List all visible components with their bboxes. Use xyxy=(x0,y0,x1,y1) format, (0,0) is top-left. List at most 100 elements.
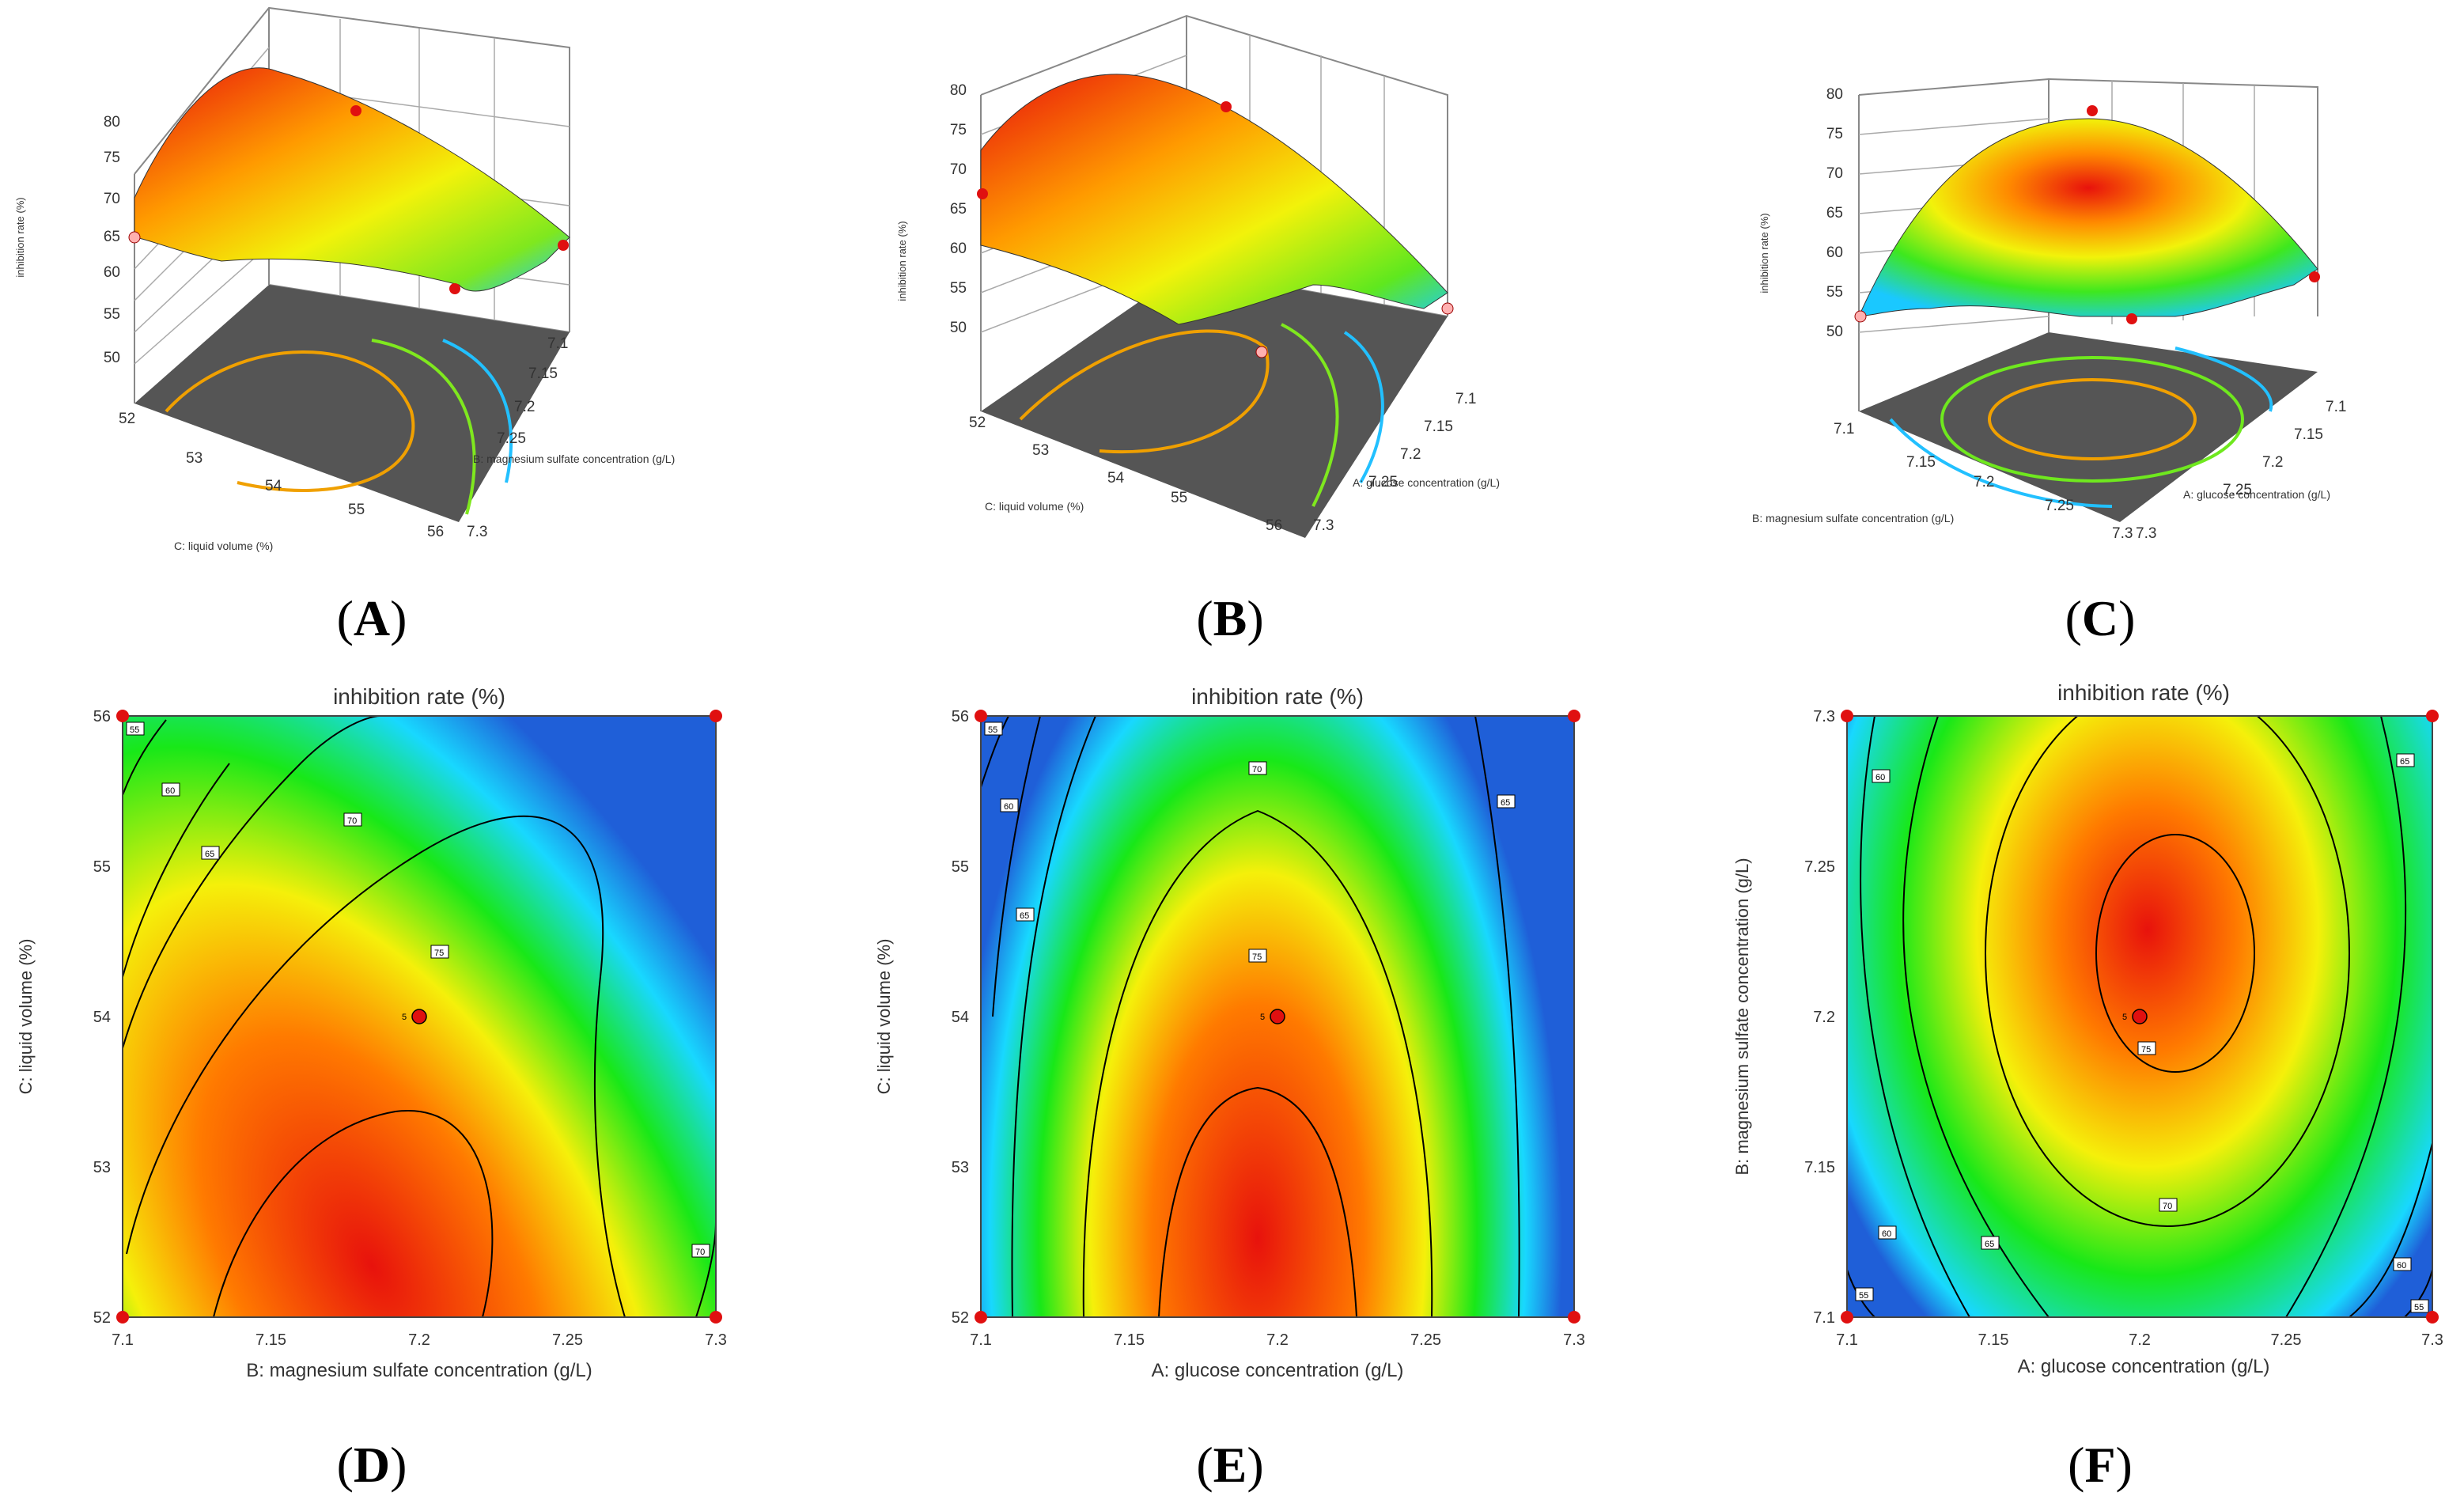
plot-frame xyxy=(1846,715,2433,1318)
y-tick-label: 7.2 xyxy=(1813,1009,1835,1026)
surface-plot-b: 50 55 60 65 70 75 80 inhibition rate (%)… xyxy=(896,14,1500,538)
xt4: 7.3 xyxy=(2136,525,2156,542)
panel-f-open: ( xyxy=(2068,1437,2085,1493)
panel-b-close: ) xyxy=(1247,590,1264,646)
surface-plot-a: 50 55 60 65 70 75 80 inhibition rate (%)… xyxy=(14,6,675,552)
lbl-55r: 55 xyxy=(2414,1303,2424,1312)
x-tick-label: 7.1 xyxy=(1836,1331,1858,1349)
chart-title: inhibition rate (%) xyxy=(2057,680,2230,705)
xt3: 7.25 xyxy=(497,430,526,447)
lbl-70b: 70 xyxy=(695,1248,705,1257)
panel-label-c: (C) xyxy=(2021,589,2179,648)
panel-label-b: (B) xyxy=(1151,589,1309,648)
zt2: 60 xyxy=(104,264,120,281)
xt4: 7.3 xyxy=(1313,517,1334,534)
lbl-box xyxy=(1497,794,1516,809)
x-tick-label: 7.25 xyxy=(552,1331,583,1349)
panel-d-close: ) xyxy=(390,1437,407,1493)
y-tick-label: 53 xyxy=(952,1159,969,1176)
surface-c-point-bottom xyxy=(2126,313,2137,324)
surface-a-zticks: 50 55 60 65 70 75 80 xyxy=(104,114,120,366)
panel-d-letter: D xyxy=(353,1437,391,1493)
lbl-box xyxy=(1016,907,1035,922)
contour-65r xyxy=(2285,716,2407,1317)
contour-70 xyxy=(1082,809,1433,1317)
y-tick-label: 7.1 xyxy=(1813,1309,1835,1327)
zt0: 50 xyxy=(950,320,967,336)
panel-c-letter: C xyxy=(2081,590,2119,646)
panel-label-d: (D) xyxy=(293,1436,451,1494)
y-tick-label: 54 xyxy=(93,1009,111,1026)
lbl-box xyxy=(2137,1041,2156,1055)
panel-b-letter: B xyxy=(1213,590,1247,646)
xt4: 7.3 xyxy=(467,524,487,540)
contour-60 xyxy=(123,763,230,978)
yt0: 52 xyxy=(969,415,986,431)
zt3: 65 xyxy=(104,229,120,245)
center-point-label: 5 xyxy=(1260,1013,1265,1022)
zt1: 55 xyxy=(104,306,120,323)
yt2: 7.2 xyxy=(1974,474,1994,490)
design-point xyxy=(975,710,987,722)
lbl-60b: 60 xyxy=(1882,1229,1891,1239)
lbl-60: 60 xyxy=(1875,773,1885,782)
yt3: 55 xyxy=(348,502,365,518)
x-tick-label: 7.15 xyxy=(1114,1331,1145,1349)
xt1: 7.15 xyxy=(528,365,558,382)
surface-c-ylabel: B: magnesium sulfate concentration (g/L) xyxy=(1752,512,1954,524)
x-tick-label: 7.2 xyxy=(2129,1331,2151,1349)
surface-b-ylabel: C: liquid volume (%) xyxy=(985,500,1084,513)
contour-lines-f xyxy=(1847,716,2432,1317)
yt4: 56 xyxy=(1266,517,1282,534)
lbl-70: 70 xyxy=(1252,765,1262,774)
center-point xyxy=(1270,1009,1285,1024)
design-point xyxy=(1568,1311,1580,1324)
contour-75 xyxy=(213,1109,494,1317)
lbl-65: 65 xyxy=(1020,911,1029,921)
xt3: 7.25 xyxy=(2223,482,2252,498)
surface-b-zlabel: inhibition rate (%) xyxy=(896,221,908,301)
xt2: 7.2 xyxy=(1400,446,1421,463)
chart-title: inhibition rate (%) xyxy=(1191,684,1364,709)
contour-labels-e: 55 60 65 70 75 65 xyxy=(984,721,1516,963)
panel-d-open: ( xyxy=(336,1437,354,1493)
yt4: 56 xyxy=(427,524,444,540)
x-axis-label: B: magnesium sulfate concentration (g/L) xyxy=(246,1360,592,1381)
y-tick-label: 7.25 xyxy=(1804,858,1835,876)
lbl-box xyxy=(343,812,362,827)
markers-f: 5 xyxy=(1841,710,2439,1324)
panel-e-open: ( xyxy=(1196,1437,1213,1493)
center-point xyxy=(411,1009,427,1024)
markers-d: 5 xyxy=(116,710,722,1324)
surface-b-xticks: 7.1 7.15 7.2 7.25 7.3 xyxy=(1313,391,1476,534)
surface-plot-c: 50 55 60 65 70 75 80 inhibition rate (%)… xyxy=(1752,78,2346,542)
yt4: 7.3 xyxy=(2112,525,2133,542)
lbl-box xyxy=(1248,949,1267,963)
surface-b-point-top xyxy=(1221,101,1232,112)
x-tick-label: 7.1 xyxy=(970,1331,992,1349)
x-tick-label: 7.2 xyxy=(408,1331,430,1349)
contour-65 xyxy=(1011,716,1096,1317)
xt0: 7.1 xyxy=(547,335,568,352)
yt0: 7.1 xyxy=(1834,421,1854,437)
yt2: 54 xyxy=(1107,470,1125,487)
panel-label-f: (F) xyxy=(2021,1436,2179,1494)
x-axis-label: A: glucose concentration (g/L) xyxy=(1152,1360,1404,1381)
xt3: 7.25 xyxy=(1368,474,1398,490)
surface-c-mesh xyxy=(1858,118,2318,317)
surface-b-yticks: 52 53 54 55 56 xyxy=(969,415,1282,534)
y-tick-label: 56 xyxy=(952,708,969,725)
lbl-65r: 65 xyxy=(2400,757,2409,767)
surface-a-point-top xyxy=(350,105,361,116)
surface-c-xlabel: A: glucose concentration (g/L) xyxy=(2183,488,2330,501)
contour-75 xyxy=(2095,834,2255,1073)
contour-75 xyxy=(1158,1086,1357,1317)
surface-a-point-right xyxy=(558,240,569,251)
x-tick-label: 7.3 xyxy=(705,1331,727,1349)
zt1: 55 xyxy=(950,280,967,297)
surface-b-point-right xyxy=(1441,302,1454,315)
center-point-label: 5 xyxy=(2122,1013,2127,1022)
surface-a-xticks: 7.1 7.15 7.2 7.25 7.3 xyxy=(467,335,568,540)
surface-a-floor-contours xyxy=(165,339,513,515)
contour-60 xyxy=(992,716,1041,1017)
